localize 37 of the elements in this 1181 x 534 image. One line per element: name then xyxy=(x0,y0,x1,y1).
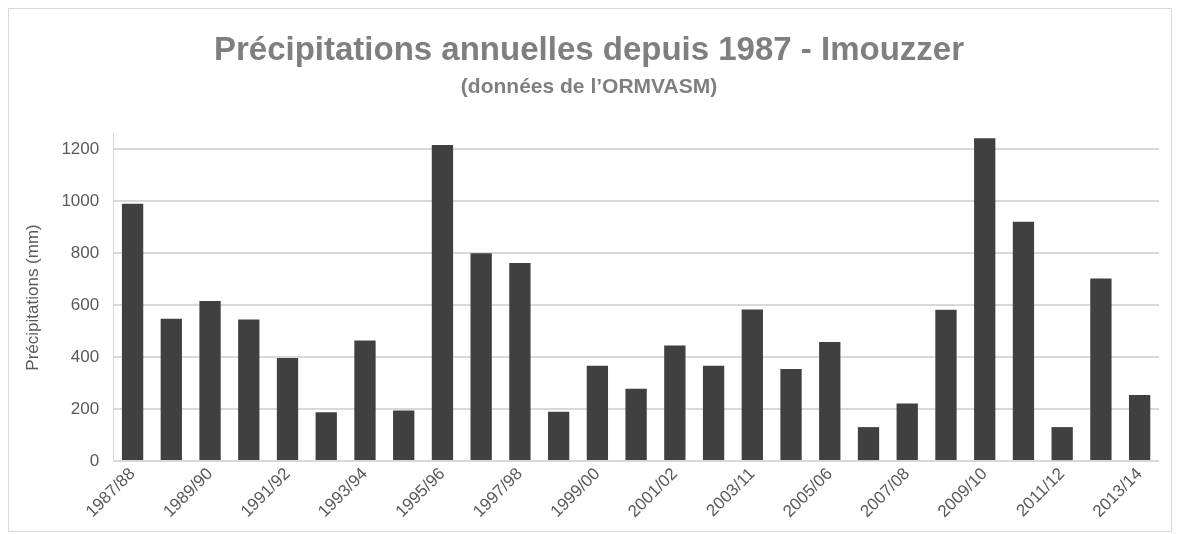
bar xyxy=(1012,221,1035,461)
bar xyxy=(780,368,802,461)
bar xyxy=(121,203,144,461)
bar xyxy=(857,427,880,461)
bar xyxy=(586,365,609,461)
y-tick-label: 400 xyxy=(70,346,100,366)
bar xyxy=(354,340,376,461)
bar xyxy=(625,388,647,461)
bar xyxy=(1090,278,1112,461)
y-tick-label: 800 xyxy=(70,242,100,262)
chart-title: Précipitations annuelles depuis 1987 - Imouzzer xyxy=(213,29,965,67)
bar xyxy=(509,262,531,461)
y-tick-label: 200 xyxy=(70,398,100,418)
bar xyxy=(819,341,841,461)
chart-subtitle: (données de l’ORMVASM) xyxy=(460,74,718,97)
bar xyxy=(238,319,260,461)
bar xyxy=(315,412,337,461)
bar xyxy=(896,403,918,461)
y-tick-label: 0 xyxy=(89,450,100,470)
bar xyxy=(1128,394,1151,461)
bar xyxy=(470,253,492,461)
y-tick-label: 1000 xyxy=(61,191,100,211)
bar xyxy=(431,144,454,461)
bar xyxy=(199,301,221,461)
bar xyxy=(741,309,763,461)
y-tick-label: 1200 xyxy=(61,139,100,159)
y-tick-label: 600 xyxy=(70,294,100,314)
bar xyxy=(935,309,957,461)
bar xyxy=(702,365,725,461)
bar xyxy=(547,411,570,461)
bar xyxy=(664,345,686,461)
bar xyxy=(1051,427,1073,461)
bar xyxy=(974,138,996,461)
bar xyxy=(393,410,415,461)
y-axis-title: Précipitations (mm) xyxy=(22,224,42,371)
bar xyxy=(276,357,299,461)
bar xyxy=(160,318,182,461)
